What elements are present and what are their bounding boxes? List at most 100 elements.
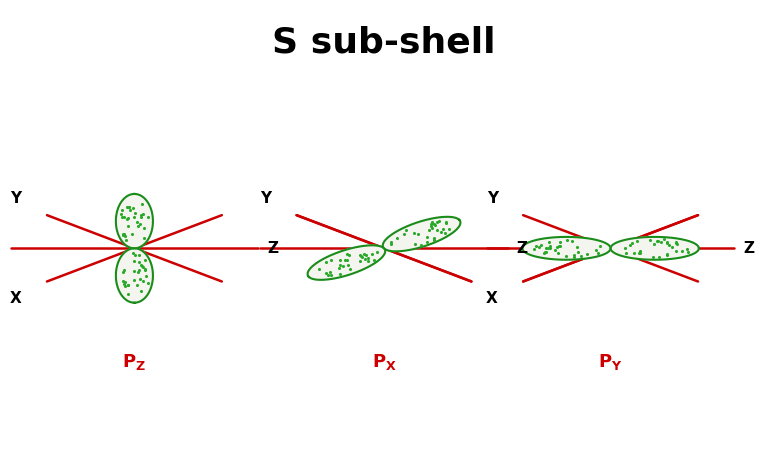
Point (127, 204, 140, 211)
Point (421, 238, 433, 245)
Polygon shape (522, 237, 611, 260)
Point (342, 261, 354, 268)
Point (681, 245, 694, 253)
Point (128, 213, 141, 220)
Polygon shape (116, 194, 153, 248)
Point (139, 265, 151, 273)
Text: Y: Y (260, 191, 271, 206)
Point (118, 267, 130, 274)
Point (426, 219, 439, 227)
Text: S sub-shell: S sub-shell (272, 26, 496, 60)
Point (117, 278, 129, 285)
Point (134, 220, 146, 228)
Point (135, 211, 147, 219)
Point (116, 214, 128, 221)
Point (334, 256, 346, 263)
Point (333, 264, 345, 272)
Point (356, 253, 368, 261)
Point (412, 230, 424, 238)
Point (666, 243, 678, 251)
Point (539, 244, 551, 252)
Text: Z: Z (267, 241, 278, 256)
Point (132, 222, 144, 230)
Point (123, 203, 135, 210)
Point (139, 266, 151, 274)
Point (343, 251, 355, 258)
Point (118, 230, 130, 237)
Point (431, 219, 443, 226)
Point (437, 226, 449, 233)
Point (400, 226, 412, 234)
Point (116, 206, 128, 214)
Point (594, 242, 606, 249)
Point (344, 266, 356, 273)
Point (138, 224, 151, 231)
Point (319, 258, 332, 266)
Point (131, 269, 144, 276)
Point (572, 248, 584, 256)
Point (121, 215, 134, 222)
Point (121, 203, 134, 210)
Point (561, 236, 573, 244)
Text: $\mathbf{P}$$_\mathbf{X}$: $\mathbf{P}$$_\mathbf{X}$ (372, 352, 396, 372)
Point (647, 253, 660, 261)
Point (670, 247, 682, 255)
Point (136, 263, 148, 270)
Point (634, 249, 647, 257)
Point (631, 237, 643, 245)
Point (337, 263, 349, 270)
Point (671, 240, 684, 248)
Point (122, 290, 134, 298)
Point (428, 236, 440, 244)
Point (138, 234, 151, 241)
Point (118, 282, 131, 290)
Point (545, 244, 557, 251)
Point (135, 261, 147, 269)
Point (426, 218, 439, 226)
Point (677, 247, 689, 254)
Text: Z: Z (516, 241, 528, 256)
Point (648, 240, 660, 247)
Point (324, 268, 336, 275)
Point (126, 230, 138, 237)
Point (118, 280, 131, 288)
Point (391, 234, 403, 241)
Point (553, 242, 565, 250)
Text: Y: Y (11, 191, 22, 206)
Point (628, 249, 641, 256)
Point (131, 281, 144, 289)
Point (131, 219, 144, 226)
Point (133, 252, 145, 259)
Point (619, 245, 631, 252)
Point (539, 248, 551, 256)
Point (313, 265, 325, 273)
Point (114, 210, 127, 218)
Point (124, 206, 136, 213)
Point (362, 254, 374, 262)
Polygon shape (307, 245, 386, 280)
Point (371, 248, 383, 256)
Point (128, 267, 141, 275)
Point (442, 225, 455, 232)
Point (319, 269, 332, 276)
Point (581, 250, 594, 257)
Point (122, 281, 134, 289)
Text: $\mathbf{P}$$_\mathbf{Y}$: $\mathbf{P}$$_\mathbf{Y}$ (598, 352, 623, 372)
Point (661, 238, 674, 245)
Point (415, 241, 427, 248)
Point (121, 222, 134, 230)
Point (128, 276, 141, 284)
Polygon shape (116, 248, 153, 303)
Point (435, 228, 448, 236)
Point (590, 246, 602, 254)
Point (661, 239, 674, 247)
Point (654, 238, 667, 246)
Point (137, 277, 149, 284)
Point (432, 218, 445, 225)
Point (134, 275, 147, 283)
Point (425, 220, 437, 228)
Point (366, 251, 378, 258)
Point (120, 236, 132, 243)
Point (681, 248, 694, 256)
Point (367, 256, 379, 264)
